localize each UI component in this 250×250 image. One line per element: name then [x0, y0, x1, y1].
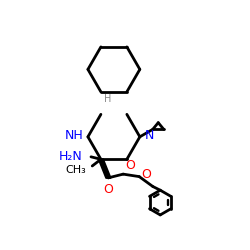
Text: O: O	[104, 183, 113, 196]
Text: O: O	[126, 159, 136, 172]
Text: N: N	[144, 129, 154, 142]
Text: NH: NH	[65, 129, 84, 142]
Text: H₂N: H₂N	[58, 150, 82, 163]
Text: H: H	[104, 94, 111, 104]
Text: CH₃: CH₃	[65, 166, 86, 175]
Text: O: O	[142, 168, 152, 181]
